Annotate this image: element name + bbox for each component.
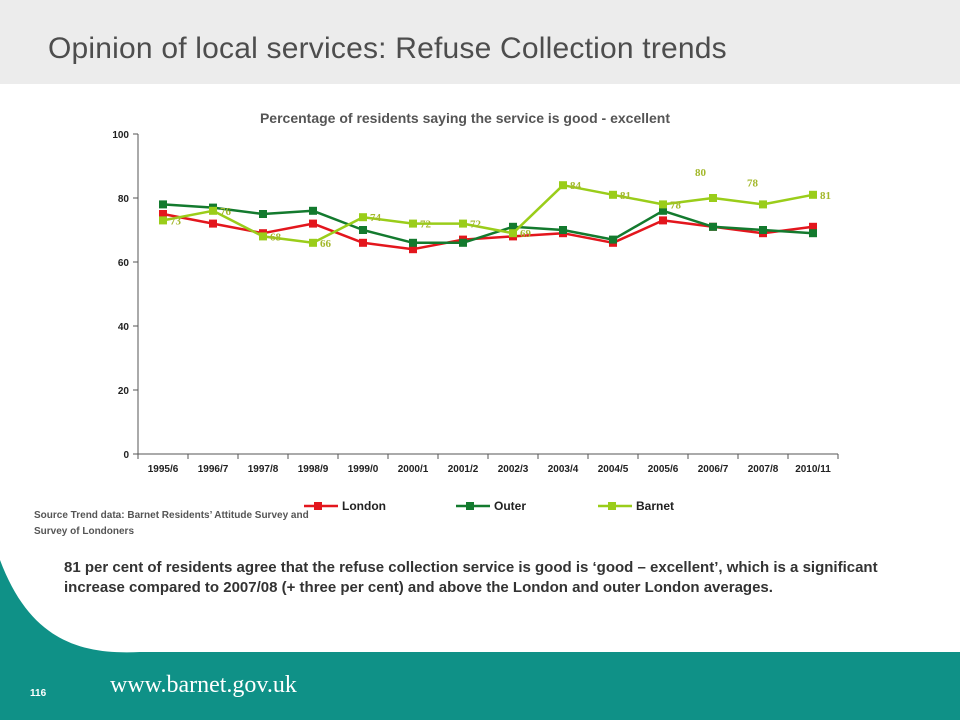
data-label: 68 [270,231,282,243]
source-note: Source Trend data: Barnet Residents’ Att… [34,510,309,537]
marker-outer [509,222,517,231]
x-tick-label: 2003/4 [548,464,579,475]
marker-barnet [709,194,717,202]
marker-outer [459,238,467,247]
x-tick-label: 1998/9 [298,464,329,475]
marker-london [309,219,317,228]
data-label: 78 [747,177,759,189]
slide-title: Opinion of local services: Refuse Collec… [48,32,727,65]
marker-london [809,222,817,231]
x-tick-label: 2006/7 [698,464,729,475]
data-label: 69 [520,228,532,240]
marker-london [409,245,417,254]
data-label: 84 [570,180,582,192]
data-label: 72 [420,219,432,231]
x-tick-label: 2000/1 [398,464,429,475]
marker-outer [759,226,767,234]
y-tick-label: 40 [118,322,130,333]
data-label: 80 [695,167,707,179]
summary-text: 81 per cent of residents agree that the … [64,559,878,596]
legend-label-outer: Outer [494,499,526,513]
marker-outer [609,235,617,244]
legend-marker-outer [466,502,474,510]
chart-title: Percentage of residents saying the servi… [259,110,671,126]
marker-outer [409,238,417,247]
legend-marker-london [314,502,322,510]
x-tick-label: 2007/8 [748,464,779,475]
x-tick-label: 2010/11 [795,464,831,475]
y-tick-label: 100 [112,130,129,141]
y-tick-label: 60 [118,258,130,269]
footer-url[interactable]: www.barnet.gov.uk [110,672,297,698]
data-label: 81 [820,190,831,202]
marker-barnet [159,216,167,225]
x-tick-label: 2002/3 [498,464,529,475]
x-tick-label: 2001/2 [448,464,479,475]
data-label: 74 [370,212,382,224]
marker-london [659,216,667,225]
marker-barnet [409,219,417,228]
legend-marker-barnet [608,502,616,510]
data-label: 73 [170,215,182,227]
marker-outer [659,206,667,215]
y-tick-label: 20 [118,386,130,397]
marker-barnet [809,190,817,199]
marker-barnet [209,206,217,215]
marker-outer [309,206,317,215]
marker-outer [359,226,367,234]
marker-barnet [459,219,467,228]
marker-barnet [659,200,667,209]
series-line-barnet [162,183,814,245]
marker-barnet [609,190,617,199]
marker-barnet [559,181,567,190]
page-number: 116 [30,688,47,699]
marker-outer [259,210,267,218]
data-label: 72 [470,219,482,231]
data-label: 78 [670,199,682,211]
marker-outer [709,222,717,231]
marker-barnet [759,200,767,209]
marker-outer [159,200,167,209]
series-line-london [162,212,814,251]
marker-barnet [359,213,367,222]
x-tick-label: 1995/6 [148,464,179,475]
y-tick-label: 80 [118,194,130,205]
series-line-outer [162,203,814,245]
x-tick-label: 1997/8 [248,464,279,475]
marker-london [159,210,167,218]
marker-london [359,238,367,247]
data-label: 76 [220,206,232,218]
data-label: 66 [320,238,332,250]
marker-outer [559,226,567,234]
marker-outer [809,229,817,238]
marker-barnet [259,232,267,241]
legend-label-barnet: Barnet [636,499,674,513]
marker-london [209,219,217,228]
y-tick-label: 0 [123,450,129,461]
teal-swoosh [0,560,960,720]
legend-label-london: London [342,499,386,513]
marker-barnet [509,229,517,238]
data-label: 81 [620,190,631,202]
x-tick-label: 2004/5 [598,464,629,475]
x-tick-label: 1999/0 [348,464,379,475]
title-band [0,0,960,84]
x-tick-label: 1996/7 [198,464,229,475]
marker-barnet [309,238,317,247]
x-tick-label: 2005/6 [648,464,679,475]
